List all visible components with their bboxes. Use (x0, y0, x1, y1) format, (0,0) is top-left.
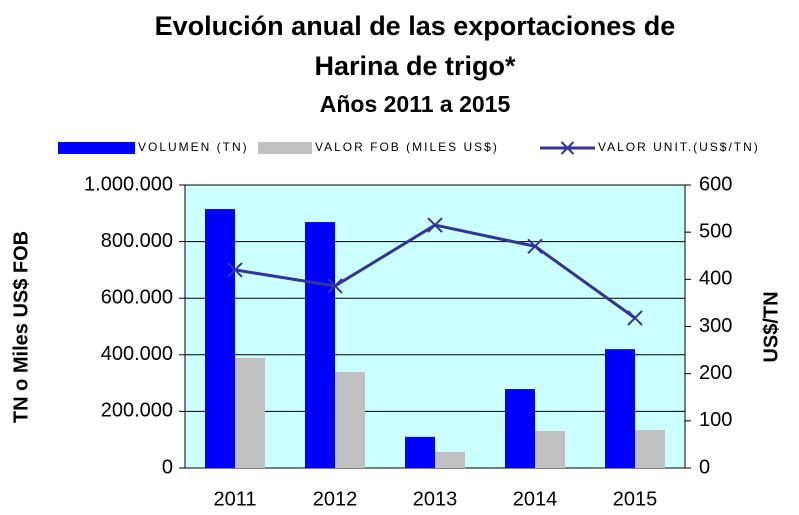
y2-tick-label: 100 (699, 409, 732, 431)
marker (227, 262, 243, 278)
y-tick-label: 400.000 (101, 343, 173, 365)
x-tick-label: 2014 (513, 488, 558, 510)
chart-title: Harina de trigo* (314, 51, 516, 81)
y2-tick-label: 300 (699, 315, 732, 337)
legend-swatch (258, 142, 312, 154)
x-tick-label: 2012 (313, 488, 358, 510)
y-tick-label: 200.000 (101, 400, 173, 422)
y2-tick-label: 0 (699, 456, 710, 478)
y2-tick-label: 500 (699, 220, 732, 242)
x-tick-label: 2015 (613, 488, 658, 510)
marker (527, 238, 543, 255)
y-tick-label: 1.000.000 (84, 173, 173, 195)
bar (535, 430, 565, 468)
y-tick-label: 800.000 (101, 230, 173, 252)
bar (505, 389, 535, 468)
bar (605, 349, 635, 468)
legend-swatch (58, 142, 135, 154)
bar (205, 209, 235, 468)
x-tick-label: 2011 (213, 488, 256, 510)
plot-area (185, 185, 685, 468)
bar (435, 451, 465, 468)
y2-tick-label: 400 (699, 268, 732, 290)
legend-label: VOLUMEN (TN) (138, 140, 249, 154)
legend-label: VALOR UNIT.(US$/TN) (598, 140, 760, 154)
y2-tick-label: 200 (699, 362, 732, 384)
marker (327, 278, 343, 294)
chart-title: Evolución anual de las exportaciones de (155, 11, 676, 41)
chart-subtitle: Años 2011 a 2015 (320, 91, 511, 117)
bar (405, 436, 435, 468)
legend-label: VALOR FOB (MILES US$) (315, 140, 499, 154)
bar (635, 430, 665, 468)
y2-tick-label: 600 (699, 173, 732, 195)
bar (235, 357, 265, 468)
y-tick-label: 600.000 (101, 286, 173, 308)
legend-marker (560, 141, 575, 155)
y-axis-label: TN o Miles US$ FOB (10, 231, 32, 423)
bar (305, 222, 335, 468)
y-tick-label: 0 (162, 456, 173, 478)
marker (427, 217, 443, 233)
y2-axis-label: US$/TN (760, 291, 782, 362)
bar (335, 372, 365, 468)
marker (627, 310, 643, 326)
x-tick-label: 2013 (413, 488, 458, 510)
